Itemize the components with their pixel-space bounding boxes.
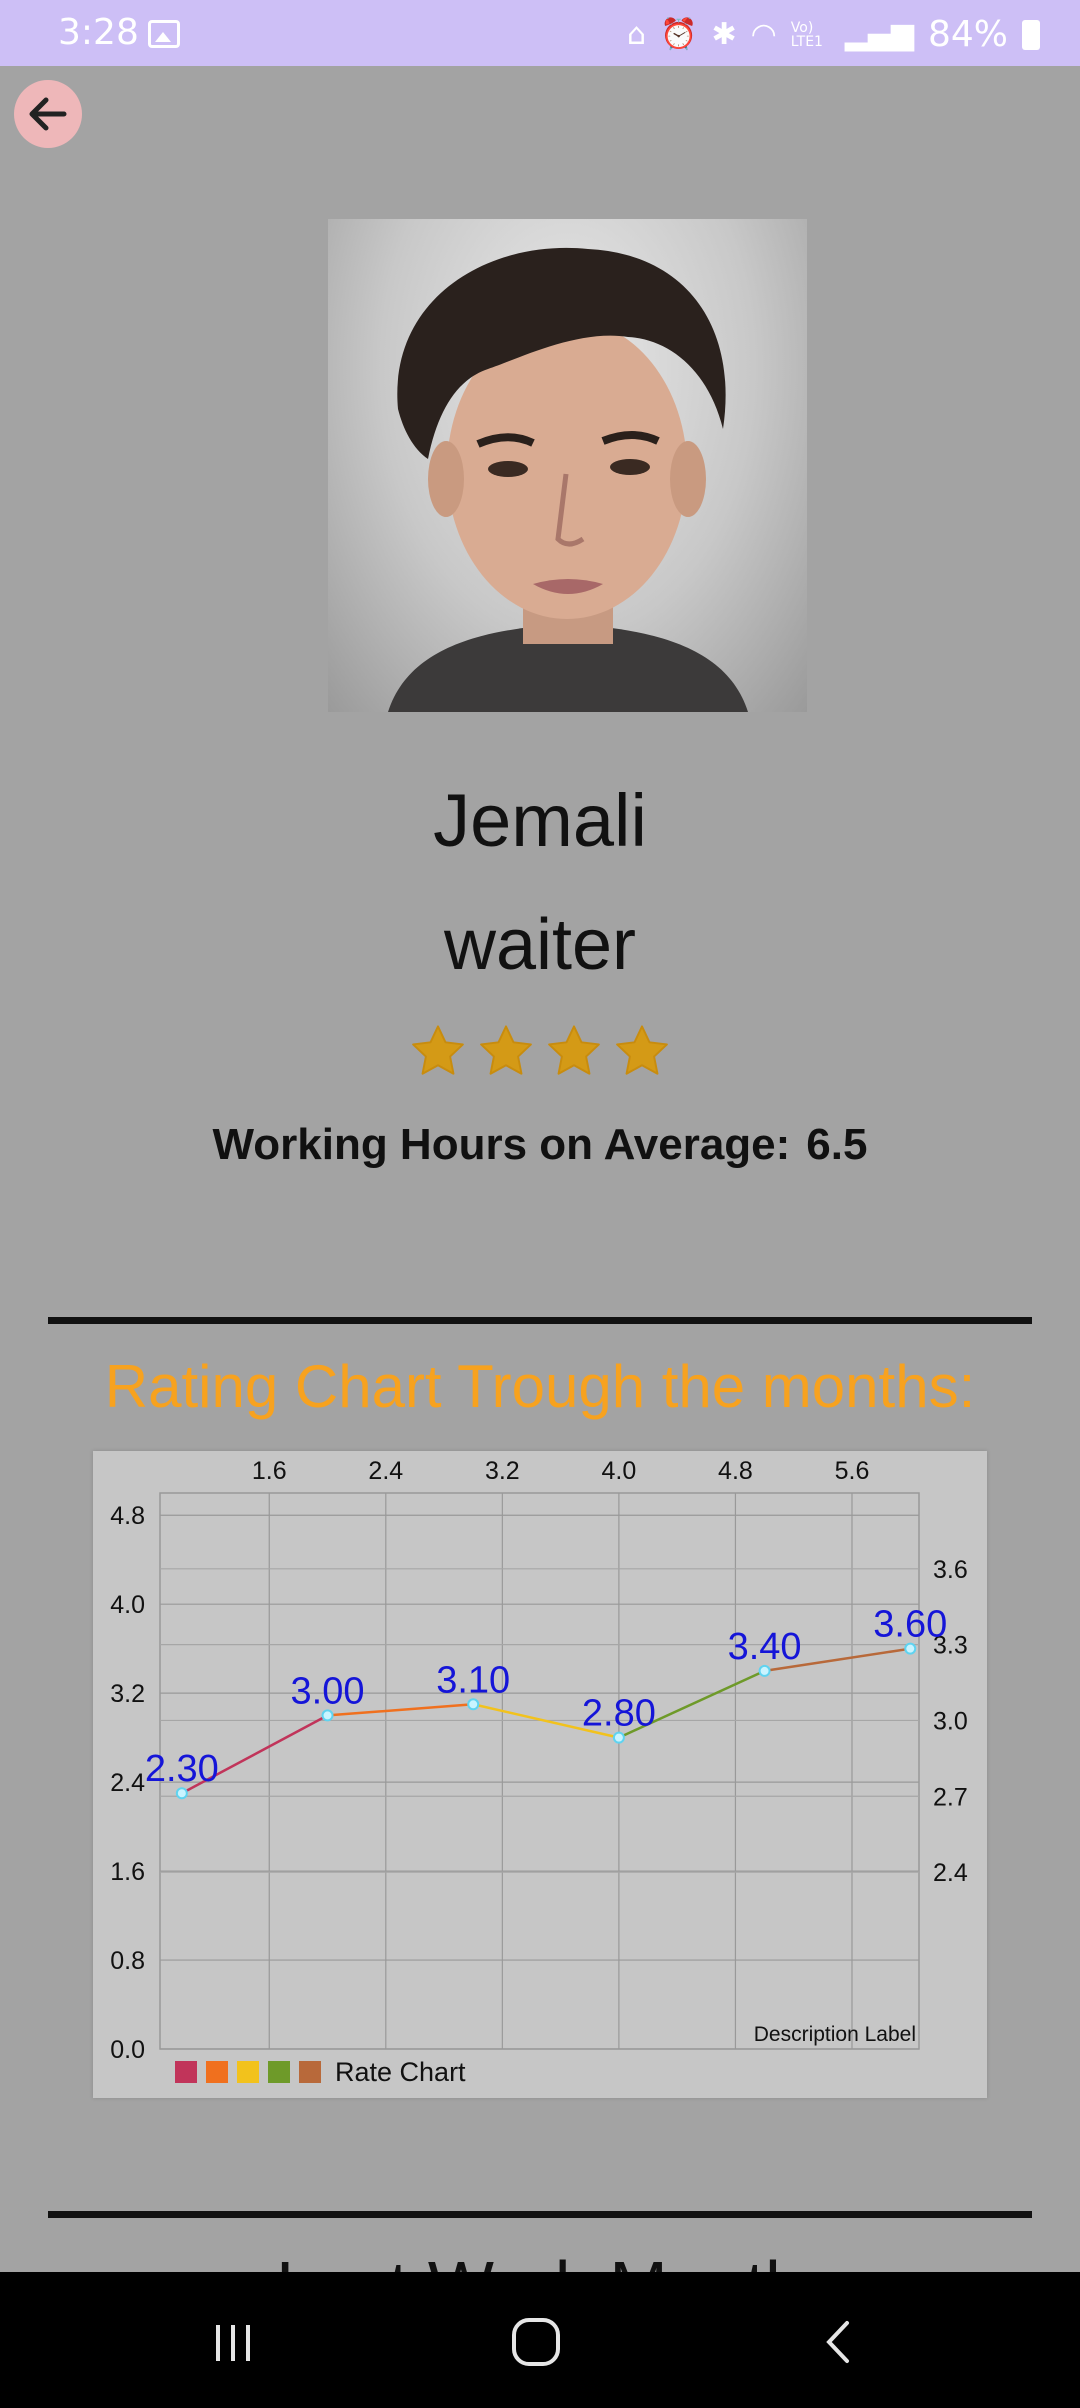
working-hours-value: 6.5: [806, 1120, 868, 1169]
network-label: Vo) LTE1: [790, 19, 823, 50]
left-y-tick-label: 2.4: [110, 1769, 145, 1797]
legend-label: Rate Chart: [335, 2057, 466, 2087]
chart-description-label: Description Label: [754, 2023, 916, 2046]
legend-swatch: [175, 2061, 197, 2083]
employee-name: Jemali: [433, 779, 647, 862]
right-y-tick-label: 2.4: [933, 1859, 968, 1887]
data-point: [175, 1787, 188, 1800]
recent-apps-icon: [216, 2325, 250, 2361]
system-navigation-bar: [0, 2272, 1080, 2408]
chevron-left-icon: [826, 2321, 849, 2363]
arrow-left-icon: [29, 97, 67, 131]
recent-apps-button[interactable]: [193, 2302, 273, 2382]
rating-line-chart: 1.6 2.4 3.2 4.0 4.8 5.6 0.0 0.8 1.6 2.4 3.2 4.0 4.8 2…: [110, 1457, 968, 2087]
data-point: [904, 1642, 917, 1655]
right-y-tick-label: 3.6: [933, 1556, 968, 1584]
star-icon: [412, 1025, 464, 1075]
right-y-tick-label: 3.0: [933, 1707, 968, 1735]
left-y-tick-label: 1.6: [110, 1858, 145, 1886]
legend-swatch: [206, 2061, 228, 2083]
legend-swatch: [299, 2061, 321, 2083]
data-value-label: 2.30: [145, 1748, 219, 1790]
rating-stars: [0, 1022, 1080, 1080]
battery-percent: 84%: [927, 14, 1008, 55]
data-value-label: 3.40: [728, 1626, 802, 1668]
star-icon: [480, 1025, 532, 1075]
data-point: [321, 1709, 334, 1722]
battery-charging-icon: [1022, 19, 1040, 50]
chart-section-title: Rating Chart Trough the months:: [104, 1353, 976, 1420]
person-portrait-image: [388, 247, 748, 712]
star-icon: [548, 1025, 600, 1075]
right-y-tick-label: 3.3: [933, 1632, 968, 1660]
left-y-tick-label: 4.0: [110, 1591, 145, 1619]
plot-area: [159, 1492, 920, 2050]
right-y-tick-label: 2.7: [933, 1783, 968, 1811]
working-hours: Working Hours on Average: 6.5: [0, 1120, 1080, 1170]
home-icon: [512, 2318, 560, 2366]
employee-role: waiter: [443, 905, 637, 985]
working-hours-label: Working Hours on Average:: [212, 1120, 791, 1169]
bluetooth-icon: ✱: [711, 17, 737, 52]
rating-chart[interactable]: 1.6 2.4 3.2 4.0 4.8 5.6 0.0 0.8 1.6 2.4 3.2 4.0 4.8 2…: [93, 1451, 987, 2098]
x-tick-label: 4.8: [718, 1457, 753, 1485]
profile-photo: [328, 219, 807, 712]
cast-icon: ⌂: [627, 17, 647, 52]
status-icons: ⌂ ⏰ ✱ ◠ Vo) LTE1 ▂▄▆ 84%: [627, 14, 1040, 55]
data-point: [612, 1731, 625, 1744]
legend-swatch: [268, 2061, 290, 2083]
x-tick-label: 2.4: [368, 1457, 403, 1485]
series-line-segment: [327, 1703, 474, 1717]
left-y-tick-label: 4.8: [110, 1502, 145, 1530]
alarm-icon: ⏰: [660, 17, 698, 52]
data-point: [467, 1698, 480, 1711]
series-line-segment: [472, 1703, 620, 1739]
series-line-segment: [764, 1647, 911, 1673]
x-tick-label: 1.6: [252, 1457, 287, 1485]
data-value-label: 3.10: [436, 1659, 510, 1701]
series-line-segment: [181, 1714, 329, 1795]
section-divider-2: [48, 2211, 1032, 2218]
left-y-tick-label: 0.0: [110, 2036, 145, 2064]
status-bar: 3:28 ⌂ ⏰ ✱ ◠ Vo) LTE1 ▂▄▆ 84%: [0, 0, 1080, 66]
status-time: 3:28: [58, 12, 139, 53]
star-icon: [616, 1025, 668, 1075]
back-button[interactable]: [14, 80, 82, 148]
x-tick-label: 5.6: [835, 1457, 870, 1485]
signal-icon: ▂▄▆: [844, 17, 914, 52]
wifi-icon: ◠: [750, 17, 777, 52]
section-divider: [48, 1317, 1032, 1324]
series-line-segment: [618, 1669, 766, 1739]
x-tick-label: 3.2: [485, 1457, 520, 1485]
legend-swatch: [237, 2061, 259, 2083]
gallery-notification-icon: [148, 20, 180, 48]
home-button[interactable]: [496, 2302, 576, 2382]
data-point: [758, 1664, 771, 1677]
data-value-label: 3.00: [291, 1670, 365, 1712]
left-y-tick-label: 0.8: [110, 1947, 145, 1975]
left-y-tick-label: 3.2: [110, 1680, 145, 1708]
data-value-label: 3.60: [873, 1604, 947, 1646]
back-nav-button[interactable]: [800, 2302, 880, 2382]
x-tick-label: 4.0: [602, 1457, 637, 1485]
data-value-label: 2.80: [582, 1693, 656, 1735]
